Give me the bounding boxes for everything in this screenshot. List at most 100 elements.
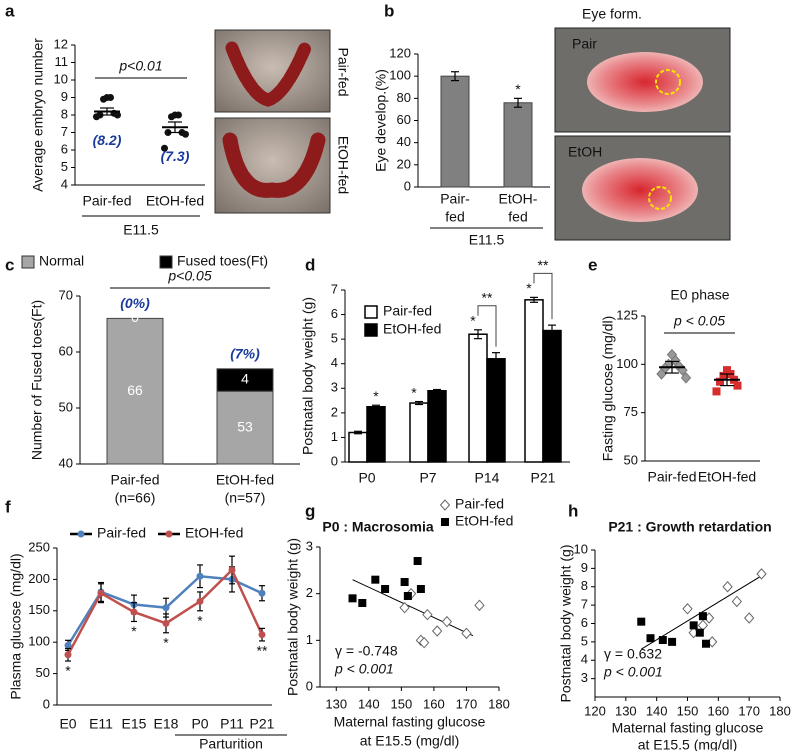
legend-swatch bbox=[364, 323, 378, 337]
x-tick-label: E0 bbox=[59, 716, 76, 732]
x-tick-label: 180 bbox=[769, 703, 791, 718]
y-tick-label: 50 bbox=[624, 452, 638, 467]
group-label: E11.5 bbox=[123, 222, 159, 238]
x-tick-label: 120 bbox=[584, 703, 606, 718]
bar bbox=[542, 329, 562, 463]
point bbox=[196, 597, 204, 605]
legend-marker bbox=[441, 518, 449, 526]
panel-label: e bbox=[588, 255, 597, 274]
point bbox=[474, 599, 485, 612]
y-tick-label: 1 bbox=[306, 632, 313, 647]
panel-label: h bbox=[568, 501, 578, 520]
legend-marker bbox=[439, 499, 451, 511]
point bbox=[418, 636, 430, 649]
bar-segment bbox=[106, 317, 164, 465]
bar bbox=[427, 389, 447, 463]
x-tick-label: P11 bbox=[220, 716, 244, 732]
y-tick-label: 8 bbox=[61, 106, 68, 121]
bar-segment bbox=[216, 368, 274, 392]
legend-swatch bbox=[159, 255, 173, 269]
y-tick-label: 20 bbox=[397, 156, 411, 171]
significance: ** bbox=[482, 290, 493, 306]
bar bbox=[468, 333, 488, 463]
legend-marker bbox=[165, 530, 173, 538]
panel-label: b bbox=[384, 1, 394, 20]
point bbox=[682, 603, 693, 615]
point bbox=[196, 572, 204, 580]
y-tick-label: 1 bbox=[331, 429, 338, 444]
significance: ** bbox=[257, 643, 268, 659]
mean-label: (7.3) bbox=[161, 148, 190, 164]
y-tick-label: 100 bbox=[28, 634, 50, 649]
y-tick-label: 6 bbox=[331, 306, 338, 321]
x-tick-label: E11 bbox=[89, 716, 113, 732]
p-value: p<0.05 bbox=[167, 268, 211, 284]
y-tick-label: 7 bbox=[61, 124, 68, 139]
point bbox=[130, 608, 138, 616]
x-tick-label: EtOH-fed bbox=[216, 472, 274, 488]
x-tick-label: fed bbox=[508, 209, 527, 225]
point bbox=[413, 557, 422, 565]
point bbox=[756, 568, 767, 580]
x-tick-label: 160 bbox=[423, 696, 445, 711]
chart-title: P0 : Macrosomia bbox=[322, 519, 433, 535]
point bbox=[722, 581, 733, 593]
point bbox=[689, 621, 698, 630]
y-tick-label: 0 bbox=[43, 696, 50, 711]
y-tick-label: 80 bbox=[397, 90, 411, 105]
point bbox=[64, 641, 72, 649]
legend-marker bbox=[77, 530, 85, 538]
point bbox=[733, 381, 742, 390]
legend-label: Pair-fed bbox=[383, 303, 432, 319]
point bbox=[646, 634, 655, 643]
y-tick-label: 40 bbox=[59, 455, 73, 470]
x-tick-label: 140 bbox=[646, 703, 668, 718]
legend-label: EtOH-fed bbox=[383, 321, 441, 337]
significance: * bbox=[373, 388, 379, 404]
bar-segment bbox=[216, 390, 274, 465]
bar bbox=[524, 299, 544, 463]
point bbox=[716, 377, 724, 386]
segment-label: 66 bbox=[127, 382, 143, 398]
chart-title: P21 : Growth retardation bbox=[608, 519, 771, 535]
y-axis-title: Postnatal body weight (g) bbox=[285, 538, 301, 696]
legend-label: EtOH-fed bbox=[185, 525, 243, 541]
y-tick-label: 60 bbox=[397, 112, 411, 127]
significance: * bbox=[163, 634, 169, 650]
x-tick-label: P14 bbox=[475, 470, 500, 486]
x-tick-label: Pair- bbox=[440, 191, 470, 207]
y-tick-label: 4 bbox=[61, 176, 68, 191]
photo-label: Pair bbox=[572, 36, 597, 52]
point bbox=[162, 604, 170, 612]
y-tick-label: 100 bbox=[616, 356, 638, 371]
y-tick-label: 2 bbox=[306, 585, 313, 600]
y-axis-title: Plasma glucose (mg/dl) bbox=[8, 553, 24, 699]
y-tick-label: 200 bbox=[28, 571, 50, 586]
point bbox=[695, 628, 704, 637]
x-tick-label: 150 bbox=[677, 703, 699, 718]
point bbox=[431, 625, 443, 637]
point bbox=[422, 608, 433, 621]
point bbox=[680, 372, 692, 384]
point bbox=[719, 371, 728, 380]
x-tick-label: EtOH-fed bbox=[146, 193, 204, 209]
point bbox=[258, 589, 266, 597]
point bbox=[162, 619, 170, 627]
x-tick-label: Pair-fed bbox=[82, 193, 131, 209]
group-label: E11.5 bbox=[469, 232, 505, 248]
y-axis-title: Number of Fused toes(Ft) bbox=[29, 300, 45, 460]
legend-swatch bbox=[21, 255, 35, 269]
point bbox=[371, 575, 380, 584]
x-tick-label: EtOH- bbox=[499, 191, 538, 207]
point bbox=[114, 111, 121, 119]
point bbox=[743, 612, 755, 624]
x-tick-label: 170 bbox=[738, 703, 760, 718]
y-tick-label: 5 bbox=[331, 331, 338, 346]
y-tick-label: 150 bbox=[28, 602, 50, 617]
y-tick-label: 3 bbox=[581, 670, 588, 685]
bracket bbox=[533, 272, 553, 320]
legend-label: Pair-fed bbox=[97, 525, 146, 541]
point bbox=[381, 585, 390, 593]
y-tick-label: 60 bbox=[59, 343, 73, 358]
point bbox=[175, 111, 182, 119]
